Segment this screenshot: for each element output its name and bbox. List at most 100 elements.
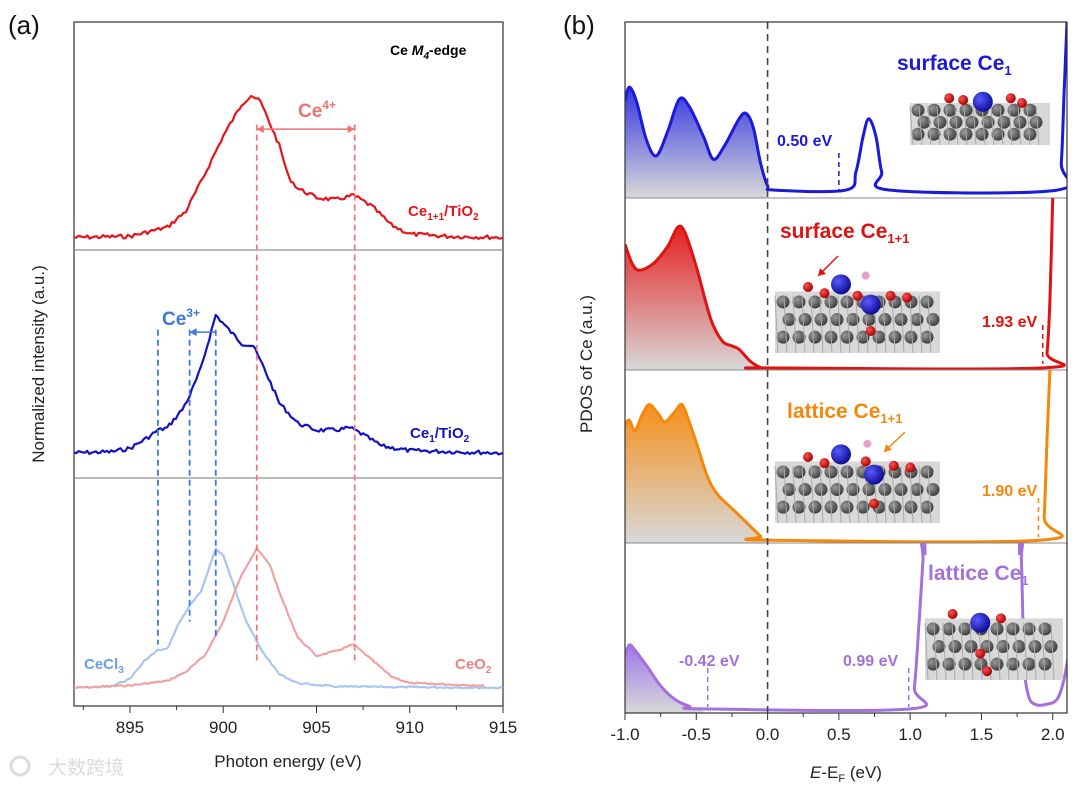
ti-atom: [959, 103, 973, 117]
o-atom: [995, 613, 1006, 624]
bond: [891, 465, 896, 524]
bond: [1023, 622, 1028, 681]
x-tick-label: 0.0: [756, 725, 780, 744]
bond: [1041, 622, 1046, 681]
bond: [909, 465, 914, 524]
watermark-logo-icon: [9, 755, 31, 777]
ti-atom: [776, 500, 790, 514]
bond: [774, 465, 779, 524]
label-ceo2: CeO2: [455, 656, 492, 676]
pdos-curve-surface Ce1+1: [625, 198, 1066, 370]
bond: [855, 465, 860, 524]
x-tick-label: 1.5: [970, 725, 994, 744]
ti-atom: [798, 313, 812, 327]
gap-label: 0.50 eV: [777, 133, 832, 150]
pdos-band-lattice Ce1+1: [625, 370, 1064, 543]
bond: [909, 295, 914, 354]
o-atom: [902, 292, 912, 303]
occupied-states-fill: [625, 404, 768, 543]
panel-b-frame: [624, 21, 1068, 714]
bond: [846, 295, 851, 354]
ti-atom: [840, 330, 854, 344]
bond: [900, 465, 905, 524]
panel-a-xlabel: Photon energy (eV): [214, 752, 361, 771]
panel-label-b: (b): [563, 10, 595, 40]
ti-atom: [856, 500, 870, 514]
ti-atom: [862, 313, 876, 327]
panel-label-a: (a): [8, 10, 40, 40]
ti-atom: [1007, 127, 1021, 141]
ti-atom: [1022, 657, 1036, 671]
o-atom: [819, 458, 830, 469]
bond: [891, 295, 896, 354]
ti-atom: [1028, 640, 1042, 654]
atomic-structure-image: [924, 609, 1063, 681]
o-atom: [975, 648, 986, 659]
ti-atom: [1012, 640, 1026, 654]
bond: [810, 295, 815, 354]
ti-atom: [1038, 622, 1052, 636]
ti-atom: [904, 500, 918, 514]
o-atom: [944, 93, 955, 104]
bond: [828, 295, 833, 354]
panel-b-xlabel: E-EF (eV): [810, 763, 882, 785]
series-line-Ce1/TiO2: [74, 313, 503, 456]
panel-a-ylabel: Normalized intensity (a.u.): [29, 265, 48, 462]
arrowhead: [189, 328, 197, 337]
ti-atom: [808, 465, 822, 479]
ti-atom: [981, 115, 995, 129]
ce-atom: [864, 464, 884, 485]
ti-atom: [824, 465, 838, 479]
ti-atom: [846, 483, 860, 497]
bond: [1032, 622, 1037, 681]
label-lattice-ce1: lattice Ce1: [928, 562, 1029, 588]
bond: [999, 105, 1004, 146]
ti-atom: [894, 313, 908, 327]
h-atom: [863, 439, 872, 448]
ti-atom: [888, 330, 902, 344]
ti-atom: [776, 330, 790, 344]
pointer-arrowhead: [884, 444, 892, 452]
bond: [933, 622, 938, 681]
pdos-band-surface Ce1+1: [625, 198, 1066, 370]
o-atom: [865, 326, 876, 336]
ti-atom: [997, 115, 1011, 129]
bond: [1005, 622, 1010, 681]
o-atom: [803, 452, 813, 462]
bond: [882, 295, 887, 354]
ti-atom: [1013, 115, 1027, 129]
ti-atom: [926, 313, 940, 327]
arrowhead: [347, 125, 355, 134]
ti-atom: [894, 483, 908, 497]
bond: [1017, 105, 1022, 146]
bond: [900, 295, 905, 354]
ti-atom: [830, 313, 844, 327]
ti-atom: [942, 622, 956, 636]
ce-atom: [831, 444, 851, 465]
annotation-ce3+: Ce3+: [162, 306, 200, 330]
ti-atom: [888, 500, 902, 514]
bond: [996, 622, 1001, 681]
x-tick-label: 915: [489, 718, 517, 737]
ti-atom: [904, 330, 918, 344]
x-tick-label: 0.5: [827, 725, 851, 744]
ti-atom: [776, 295, 790, 309]
ti-atom: [856, 330, 870, 344]
bond: [819, 465, 824, 524]
gap-label: 0.99 eV: [843, 653, 898, 670]
ti-atom: [990, 657, 1004, 671]
ti-atom: [965, 115, 979, 129]
ti-atom: [927, 103, 941, 117]
panel-a-frame: [73, 21, 504, 707]
label-surface-ce1+1: surface Ce1+1: [780, 220, 909, 246]
bond: [990, 105, 995, 146]
ti-atom: [1007, 103, 1021, 117]
series-line-Ce1+1/TiO2: [74, 94, 503, 241]
ti-atom: [862, 483, 876, 497]
ti-atom: [911, 103, 925, 117]
occupied-states-fill: [625, 226, 768, 370]
ti-atom: [911, 127, 925, 141]
ti-atom: [991, 127, 1005, 141]
bond: [1026, 105, 1031, 146]
